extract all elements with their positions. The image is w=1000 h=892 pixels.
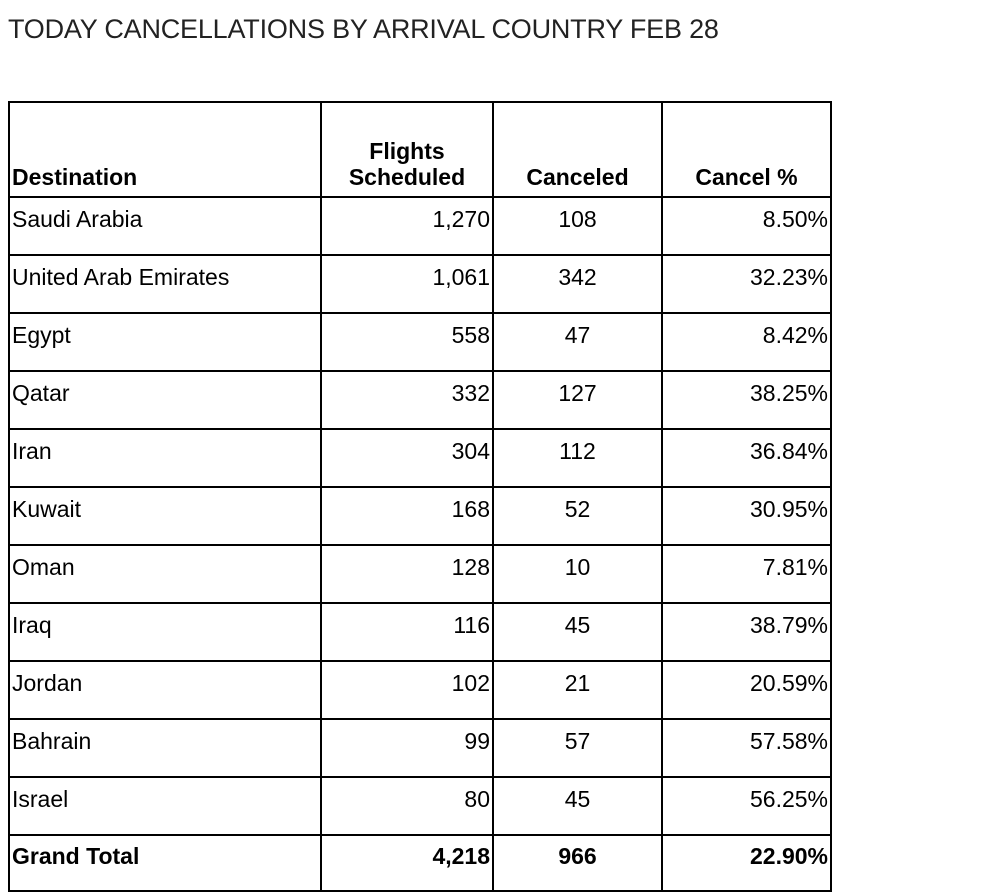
table-row: Qatar 332 127 38.25% [8,370,832,430]
cell-canceled: 342 [492,254,663,314]
cell-canceled: 45 [492,776,663,836]
table-header-row: Destination Flights Scheduled Canceled C… [8,101,832,198]
cell-destination: Egypt [8,312,322,372]
cell-destination: United Arab Emirates [8,254,322,314]
cell-scheduled: 99 [320,718,494,778]
table-row: Bahrain 99 57 57.58% [8,718,832,778]
total-scheduled: 4,218 [320,834,494,892]
cell-cancel-pct: 20.59% [661,660,832,720]
cell-scheduled: 1,270 [320,196,494,256]
cell-scheduled: 116 [320,602,494,662]
total-canceled: 966 [492,834,663,892]
table-row: Iran 304 112 36.84% [8,428,832,488]
table-row: Israel 80 45 56.25% [8,776,832,836]
cell-destination: Oman [8,544,322,604]
cell-scheduled: 558 [320,312,494,372]
table-row: Iraq 116 45 38.79% [8,602,832,662]
cell-scheduled: 102 [320,660,494,720]
cell-cancel-pct: 32.23% [661,254,832,314]
header-canceled: Canceled [492,101,663,198]
header-destination: Destination [8,101,322,198]
header-flights-scheduled-line2: Scheduled [348,164,466,190]
cell-scheduled: 168 [320,486,494,546]
header-flights-scheduled-line1: Flights [369,138,445,164]
cell-scheduled: 332 [320,370,494,430]
cell-canceled: 127 [492,370,663,430]
cell-destination: Israel [8,776,322,836]
table-row: Egypt 558 47 8.42% [8,312,832,372]
cell-canceled: 21 [492,660,663,720]
page-title: TODAY CANCELLATIONS BY ARRIVAL COUNTRY F… [8,14,719,44]
cell-scheduled: 1,061 [320,254,494,314]
cell-destination: Qatar [8,370,322,430]
header-cancel-pct: Cancel % [661,101,832,198]
cell-cancel-pct: 56.25% [661,776,832,836]
cell-destination: Iraq [8,602,322,662]
cell-canceled: 52 [492,486,663,546]
header-flights-scheduled: Flights Scheduled [320,101,494,198]
cell-canceled: 108 [492,196,663,256]
cell-cancel-pct: 38.25% [661,370,832,430]
cell-canceled: 57 [492,718,663,778]
cell-cancel-pct: 36.84% [661,428,832,488]
cell-canceled: 47 [492,312,663,372]
grand-total-row: Grand Total 4,218 966 22.90% [8,834,832,892]
cell-scheduled: 128 [320,544,494,604]
cell-cancel-pct: 38.79% [661,602,832,662]
cancellations-table: Destination Flights Scheduled Canceled C… [8,101,832,892]
total-destination: Grand Total [8,834,322,892]
table-row: Oman 128 10 7.81% [8,544,832,604]
table-row: United Arab Emirates 1,061 342 32.23% [8,254,832,314]
cell-destination: Jordan [8,660,322,720]
table-row: Saudi Arabia 1,270 108 8.50% [8,196,832,256]
cell-canceled: 10 [492,544,663,604]
cell-destination: Bahrain [8,718,322,778]
cell-cancel-pct: 8.50% [661,196,832,256]
cell-destination: Kuwait [8,486,322,546]
cell-cancel-pct: 8.42% [661,312,832,372]
total-cancel-pct: 22.90% [661,834,832,892]
cell-cancel-pct: 7.81% [661,544,832,604]
cell-destination: Iran [8,428,322,488]
cell-canceled: 45 [492,602,663,662]
table-row: Kuwait 168 52 30.95% [8,486,832,546]
cell-scheduled: 80 [320,776,494,836]
cell-canceled: 112 [492,428,663,488]
cell-cancel-pct: 57.58% [661,718,832,778]
table-row: Jordan 102 21 20.59% [8,660,832,720]
table-body: Saudi Arabia 1,270 108 8.50% United Arab Emi… [8,196,832,836]
cell-scheduled: 304 [320,428,494,488]
cell-cancel-pct: 30.95% [661,486,832,546]
cell-destination: Saudi Arabia [8,196,322,256]
